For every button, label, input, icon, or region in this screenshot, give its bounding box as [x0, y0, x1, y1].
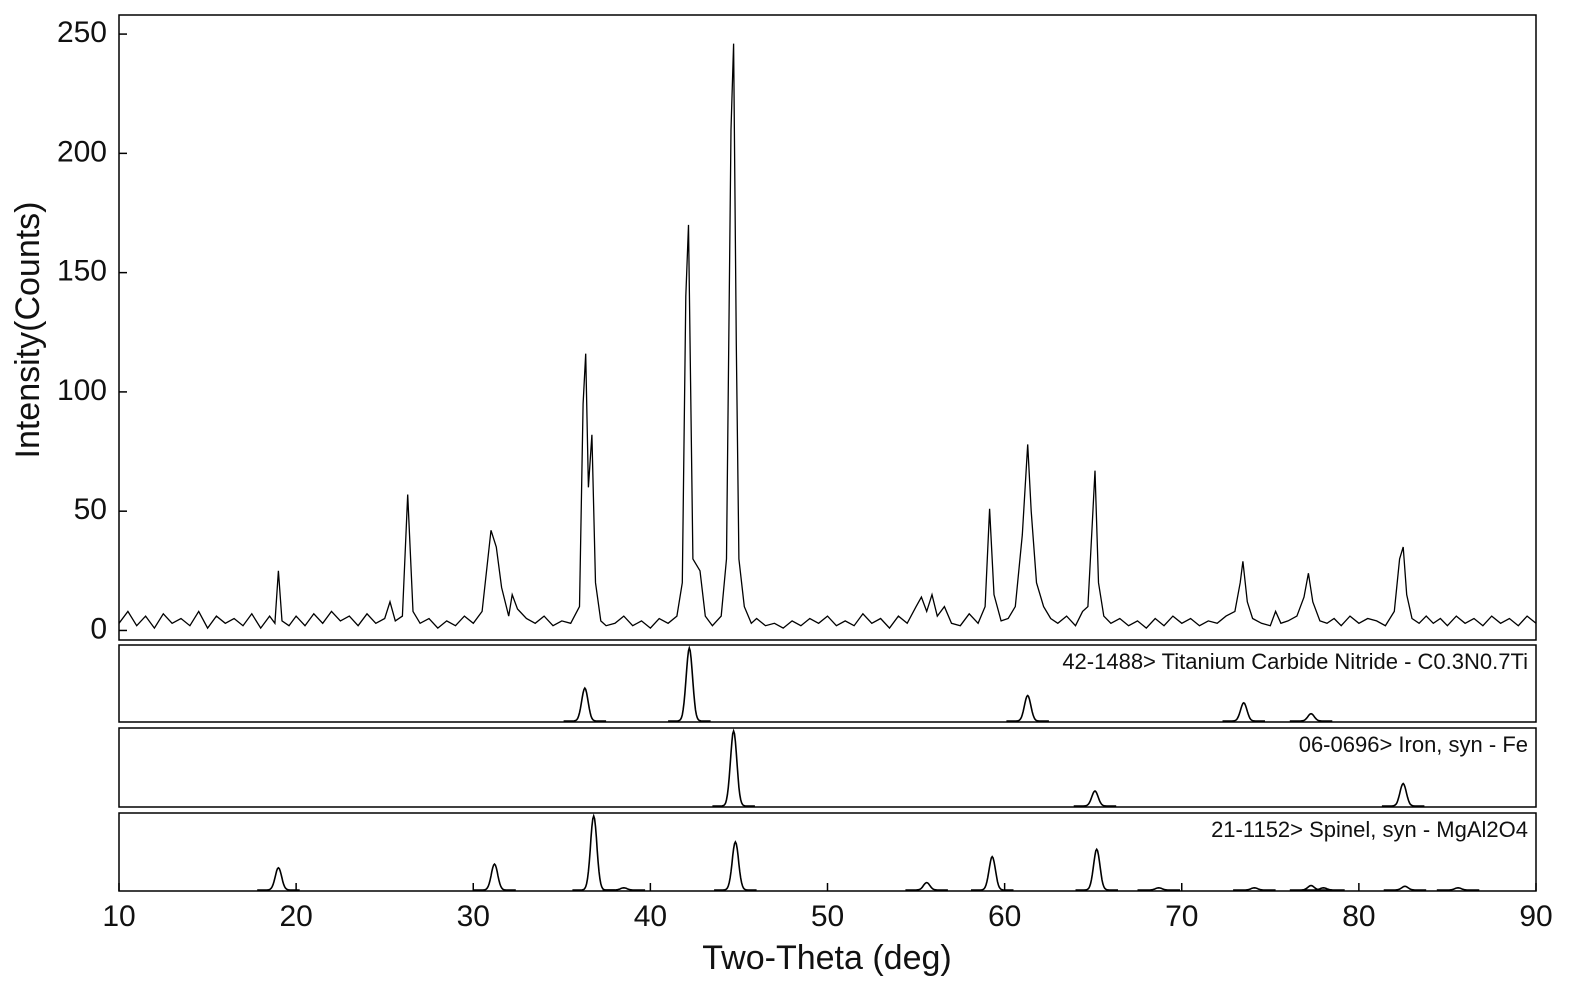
x-tick-label: 20 — [279, 900, 312, 933]
x-tick-label: 70 — [1165, 900, 1198, 933]
y-axis-label: Intensity(Counts) — [9, 202, 47, 459]
reference-peak — [1384, 886, 1427, 890]
y-tick-label: 100 — [57, 374, 107, 407]
reference-label: 06-0696> Iron, syn - Fe — [1299, 732, 1528, 757]
reference-peak — [1382, 784, 1425, 807]
chart: Two-Theta (deg) Intensity(Counts) 050100… — [0, 0, 1574, 997]
reference-peak — [572, 816, 615, 890]
reference-peak — [1290, 714, 1333, 721]
reference-peak — [1074, 791, 1117, 806]
reference-peak — [905, 883, 948, 890]
x-tick-label: 10 — [102, 900, 135, 933]
reference-peak — [668, 648, 711, 721]
x-tick-label: 30 — [457, 900, 490, 933]
reference-peak — [473, 864, 516, 890]
reference-peak — [1006, 696, 1049, 722]
reference-peak — [603, 888, 646, 890]
pattern-line — [119, 44, 1536, 629]
reference-peak — [564, 688, 607, 721]
reference-peak — [1138, 888, 1181, 890]
reference-peak — [971, 857, 1014, 890]
x-tick-label: 80 — [1342, 900, 1375, 933]
x-tick-label: 90 — [1519, 900, 1552, 933]
y-tick-label: 0 — [90, 612, 107, 645]
x-tick-label: 50 — [811, 900, 844, 933]
reference-peak — [1076, 849, 1119, 890]
reference-peak — [714, 842, 757, 890]
reference-peak — [1437, 888, 1480, 890]
reference-label: 21-1152> Spinel, syn - MgAl2O4 — [1211, 817, 1528, 842]
plot-frame — [119, 15, 1536, 640]
x-tick-label: 60 — [988, 900, 1021, 933]
reference-peak — [1223, 703, 1266, 721]
x-tick-label: 40 — [634, 900, 667, 933]
y-tick-label: 200 — [57, 135, 107, 168]
reference-peak — [712, 731, 755, 806]
reference-peak — [1233, 888, 1276, 890]
y-tick-label: 50 — [74, 493, 107, 526]
y-tick-label: 150 — [57, 255, 107, 288]
x-axis-label: Two-Theta (deg) — [702, 939, 951, 977]
y-tick-label: 250 — [57, 16, 107, 49]
reference-peak — [257, 868, 300, 890]
reference-label: 42-1488> Titanium Carbide Nitride - C0.3… — [1062, 649, 1528, 674]
